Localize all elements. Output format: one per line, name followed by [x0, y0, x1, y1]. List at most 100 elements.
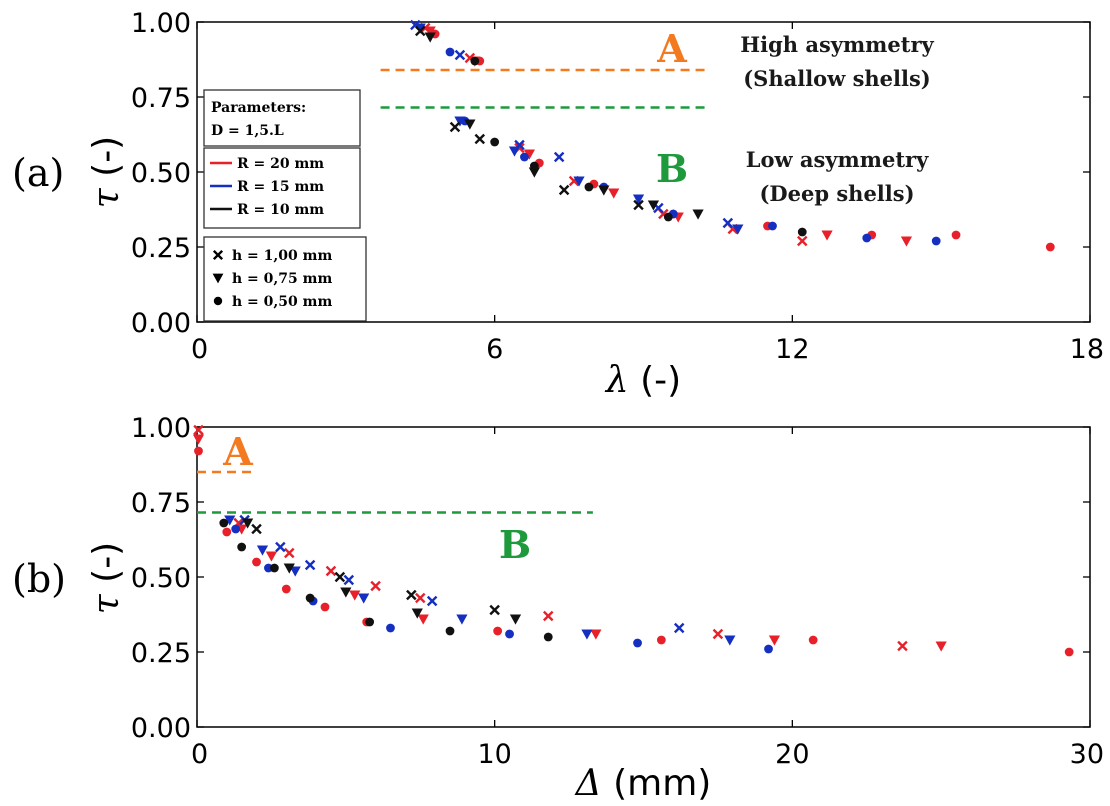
data-point-R15-x-a — [454, 49, 466, 61]
data-point-R15-v-a — [414, 23, 426, 34]
annotation-deep-shells: (Deep shells) — [759, 181, 914, 206]
data-point-R10-v-b — [411, 608, 423, 619]
data-point-R15-v-b — [224, 515, 236, 526]
y-tick-label-b: 1.00 — [131, 413, 191, 444]
x-axis-label-a: λ (-) — [604, 360, 681, 401]
data-point-R15-x-b — [275, 541, 286, 553]
data-point-R10-o-a — [490, 137, 500, 147]
data-point-R15-v-b — [724, 635, 736, 646]
legend-radius-entry: R = 20 mm — [237, 156, 324, 172]
data-point-R10-x-a — [449, 121, 461, 133]
y-tick-label-b: 0.00 — [131, 713, 191, 744]
data-point-R15-o-a — [931, 236, 941, 246]
data-point-R10-v-a — [528, 167, 540, 178]
data-point-R10-v-a — [647, 200, 660, 211]
zone-label-B-a: B — [656, 146, 688, 191]
data-points-a — [410, 19, 1055, 252]
data-point-R20-v-a — [523, 149, 535, 160]
data-point-R10-v-a — [598, 185, 610, 196]
x-tick-label-a: 0 — [191, 334, 208, 365]
data-point-R20-x-b — [370, 580, 381, 592]
data-point-R15-v-b — [581, 629, 593, 640]
data-point-R15-v-a — [732, 224, 744, 235]
data-point-R15-o-a — [862, 233, 872, 243]
legend-radius-entry: R = 15 mm — [237, 179, 324, 195]
plot-frame-b — [196, 426, 1091, 728]
data-point-R20-o-b — [281, 584, 291, 594]
data-point-R20-v-b — [192, 434, 205, 445]
data-point-R20-v-a — [821, 230, 833, 241]
panel-label-b: (b) — [12, 557, 66, 601]
legend-radius-entry: R = 10 mm — [237, 202, 324, 218]
data-point-R20-x-b — [415, 592, 426, 604]
data-point-R20-o-b — [808, 635, 818, 645]
data-point-R10-o-b — [445, 626, 455, 636]
data-point-R20-v-b — [935, 641, 947, 652]
data-point-R10-x-a — [633, 199, 644, 211]
data-point-R10-v-a — [692, 209, 704, 220]
x-tick-label-a: 12 — [775, 334, 809, 365]
annotation-low-asymmetry: Low asymmetry — [746, 147, 929, 172]
data-point-R15-o-a — [445, 47, 455, 57]
x-tick-label-b: 20 — [775, 739, 809, 770]
data-point-R20-o-a — [951, 230, 961, 240]
data-point-R10-o-a — [470, 56, 480, 66]
data-point-R20-v-b — [265, 551, 278, 562]
data-point-R10-o-b — [219, 518, 229, 528]
legend-radius-box — [203, 147, 361, 229]
legend-thickness-marker — [213, 296, 223, 306]
data-point-R15-o-a — [768, 221, 777, 231]
data-point-R15-x-b — [304, 559, 316, 571]
y-tick-label-b: 0.25 — [131, 638, 191, 669]
legend: Parameters: D = 1,5.L R = 20 mm R = 15 mm R … — [203, 89, 367, 322]
x-axis-symbol-a: λ — [604, 360, 629, 401]
y-axis-unit-b: (-) — [86, 542, 127, 595]
data-points-b — [192, 424, 1074, 657]
data-point-R15-v-b — [256, 545, 269, 556]
y-axis-unit-a: (-) — [86, 136, 127, 189]
chart-panel-b: 0.00 0.25 0.50 0.75 1.00 0 10 20 30 Δ (mm) τ (-) (b… — [12, 413, 1104, 804]
annotation-high-asymmetry: High asymmetry — [740, 32, 934, 57]
data-point-R15-v-a — [632, 194, 645, 205]
data-point-R10-x-b — [489, 604, 500, 616]
data-point-R20-x-b — [712, 628, 724, 640]
x-axis-unit-b: (mm) — [602, 763, 712, 804]
legend-thickness-entry: h = 0,50 mm — [232, 294, 332, 310]
y-tick-label-a: 1.00 — [131, 8, 191, 39]
data-point-R10-o-b — [543, 632, 553, 642]
data-point-R10-x-a — [558, 184, 570, 196]
data-point-R20-x-b — [284, 547, 295, 559]
y-tick-label-a: 0.25 — [131, 233, 191, 264]
data-point-R10-o-a — [663, 212, 673, 222]
legend-parameters-box — [203, 89, 361, 147]
data-point-R10-x-b — [334, 571, 346, 583]
zone-label-A-b: A — [222, 429, 253, 474]
data-point-R15-x-a — [553, 151, 565, 163]
data-point-R10-v-b — [283, 563, 295, 574]
data-point-R20-o-b — [1064, 647, 1074, 657]
data-point-R15-x-b — [343, 574, 355, 586]
data-point-R20-x-b — [897, 640, 908, 652]
data-point-R15-o-b — [505, 629, 514, 639]
data-point-R20-x-b — [542, 610, 554, 622]
x-tick-label-b: 10 — [477, 739, 511, 770]
y-axis-label-a: τ (-) — [86, 136, 127, 208]
y-tick-label-a: 0.75 — [131, 83, 191, 114]
zone-label-A-a: A — [656, 26, 687, 71]
data-point-R15-o-a — [520, 152, 529, 162]
data-point-R15-v-b — [456, 614, 468, 625]
data-point-R20-o-b — [320, 602, 330, 612]
data-point-R15-x-a — [722, 217, 734, 229]
data-point-R15-o-b — [764, 644, 773, 654]
data-point-R10-o-b — [269, 563, 279, 573]
data-point-R20-x-b — [193, 424, 204, 436]
data-point-R20-o-b — [493, 626, 503, 636]
x-tick-label-a: 6 — [486, 334, 503, 365]
x-axis-unit-a: (-) — [629, 360, 682, 401]
legend-thickness-marker — [212, 273, 224, 284]
data-point-R20-o-b — [252, 557, 261, 567]
data-point-R10-v-b — [340, 587, 352, 598]
y-tick-label-a: 0.00 — [131, 308, 191, 339]
data-point-R20-o-b — [222, 527, 232, 537]
